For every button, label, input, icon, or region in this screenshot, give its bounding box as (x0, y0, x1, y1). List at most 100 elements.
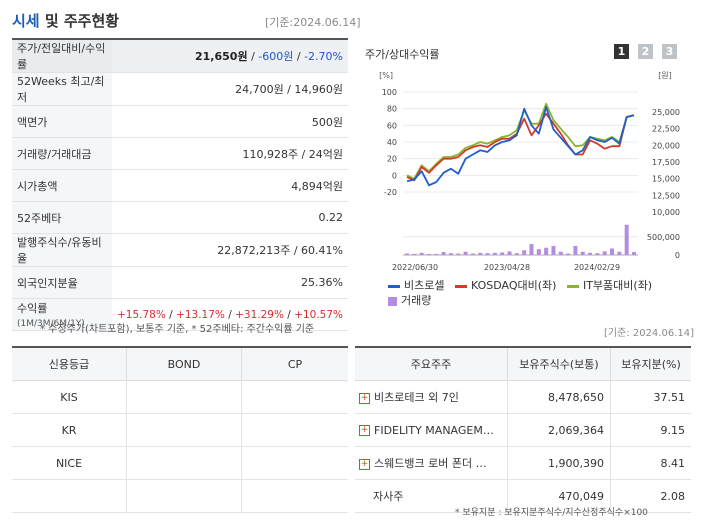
chart-legend: 비츠로셀 KOSDAQ대비(좌) IT부품대비(좌) (388, 277, 652, 293)
credit-row: KR (12, 413, 348, 447)
chart-tab-2[interactable]: 2 (638, 44, 653, 59)
holder-row[interactable]: + 비츠로테크 외 7인 8,478,650 37.51 (355, 380, 691, 414)
kosdaq-relative-line (406, 112, 635, 182)
return-6m: +31.29% (235, 308, 284, 321)
holder-shares: 470,049 (507, 479, 611, 513)
stock-line (406, 106, 635, 187)
credit-cp (241, 446, 348, 480)
expand-plus-icon[interactable]: + (359, 458, 370, 470)
volume-bar (492, 252, 497, 255)
y-volume-tick-label: 0 (675, 251, 680, 260)
volume-bar (573, 245, 578, 255)
holder-shares: 1,900,390 (507, 446, 611, 480)
expand-plus-icon[interactable]: + (359, 425, 370, 436)
volume-bar (551, 245, 556, 255)
volume-bar (441, 252, 446, 255)
volume-bar (544, 247, 549, 255)
holder-name[interactable]: 스웨드뱅크 로버 폰더 … (374, 457, 487, 470)
quote-row: 거래량/거래대금 110,928주 / 24억원 (12, 137, 348, 170)
y-left-tick-label: 0 (392, 171, 397, 180)
volume-bar (507, 251, 512, 255)
credit-bond (126, 446, 242, 480)
quote-table: 주가/전일대비/수익률 21,650원 / -600원 / -2.70% 52W… (12, 38, 348, 331)
legend-item-it: IT부품대비(좌) (566, 279, 652, 292)
y-left-tick-label: 20 (387, 155, 397, 164)
y-left-tick-label: 60 (387, 121, 397, 130)
holder-name[interactable]: FIDELITY MANAGEM… (374, 423, 494, 437)
quote-row: 52주베타 0.22 (12, 201, 348, 234)
credit-cp (241, 479, 348, 513)
holder-shares: 2,069,364 (507, 413, 611, 447)
price-change: -600원 (258, 50, 294, 63)
y-right-tick-label: 15,000 (652, 175, 680, 184)
volume-bar (419, 252, 424, 255)
holder-row[interactable]: + FIDELITY MANAGEM… 2,069,364 9.15 (355, 413, 691, 447)
legend-swatch (388, 296, 397, 306)
chart-tab-3[interactable]: 3 (662, 44, 677, 59)
y-right-tick-label: 10,000 (652, 208, 680, 217)
y-left-tick-label: 80 (387, 105, 397, 114)
volume-bar (624, 224, 629, 255)
quote-value: 24,700원 / 14,960원 (111, 72, 348, 106)
holder-name[interactable]: 비츠로테크 외 7인 (374, 391, 459, 404)
credit-cp (241, 413, 348, 447)
price-change-rate: -2.70% (304, 50, 343, 63)
credit-row: NICE (12, 446, 348, 480)
quote-row: 시가총액 4,894억원 (12, 169, 348, 202)
quote-label: 외국인지분율 (12, 266, 112, 299)
left-axis-unit: [%] (379, 71, 393, 80)
quote-label: 52Weeks 최고/최저 (12, 72, 112, 106)
volume-bar (595, 253, 600, 255)
current-price: 21,650원 (195, 50, 248, 63)
holder-shares: 8,478,650 (507, 380, 611, 414)
expand-plus-icon[interactable]: + (359, 392, 370, 404)
quote-value: 4,894억원 (111, 169, 348, 202)
holder-row[interactable]: + 스웨드뱅크 로버 폰더 … 1,900,390 8.41 (355, 446, 691, 480)
volume-bar (632, 252, 636, 255)
quote-row-price: 주가/전일대비/수익률 21,650원 / -600원 / -2.70% (12, 38, 348, 73)
credit-header: 신용등급 (12, 346, 127, 381)
reference-date-holders: [기준: 2024.06.14] (604, 328, 695, 339)
legend-item-stock: 비츠로셀 (388, 279, 444, 292)
volume-bar (536, 249, 541, 255)
volume-bar (405, 253, 409, 255)
quote-row: 발행주식수/유동비율 22,872,213주 / 60.41% (12, 233, 348, 267)
volume-bar (617, 251, 622, 255)
y-right-tick-label: 17,500 (652, 158, 680, 167)
quote-row: 외국인지분율 25.36% (12, 266, 348, 299)
volume-bar (514, 253, 519, 255)
quote-label: 발행주식수/유동비율 (12, 233, 112, 267)
volume-bar (426, 254, 431, 255)
credit-agency (12, 479, 127, 513)
holders-header: 주요주주 (355, 346, 508, 381)
chart-tab-1[interactable]: 1 (614, 44, 629, 59)
legend-swatch (388, 284, 400, 288)
x-tick-label: 2022/06/30 (392, 263, 438, 272)
quote-row: 52Weeks 최고/최저 24,700원 / 14,960원 (12, 72, 348, 106)
volume-bar (610, 248, 615, 255)
y-left-tick-label: 100 (382, 88, 397, 97)
holder-row: 자사주 470,049 2.08 (355, 479, 691, 513)
volume-bar (522, 250, 527, 255)
volume-bar (485, 253, 490, 255)
holder-pct: 9.15 (610, 413, 691, 447)
quote-label: 거래량/거래대금 (12, 137, 112, 170)
legend-swatch (454, 284, 467, 288)
reference-date: [기준:2024.06.14] (265, 16, 361, 29)
quote-label: 액면가 (12, 105, 112, 138)
chart-title: 주가/상대수익률 (365, 48, 440, 61)
holders-header: 보유지분(%) (610, 346, 691, 381)
y-right-tick-label: 12,500 (652, 191, 680, 200)
volume-bar (558, 251, 563, 255)
credit-row: KIS (12, 380, 348, 414)
quote-footnote: * 수정주가(차트포함), 보통주 기준, * 52주베타: 주간수익률 기준 (40, 324, 315, 335)
credit-header: CP (241, 346, 348, 381)
credit-bond (126, 380, 242, 414)
title-highlight: 시세 (12, 12, 40, 30)
volume-bar (448, 253, 453, 255)
credit-bond (126, 413, 242, 447)
page-title: 시세 및 주주현황 (12, 10, 119, 31)
right-axis-unit: [원] (658, 71, 672, 80)
volume-bar (463, 251, 468, 255)
volume-bar (529, 244, 534, 255)
